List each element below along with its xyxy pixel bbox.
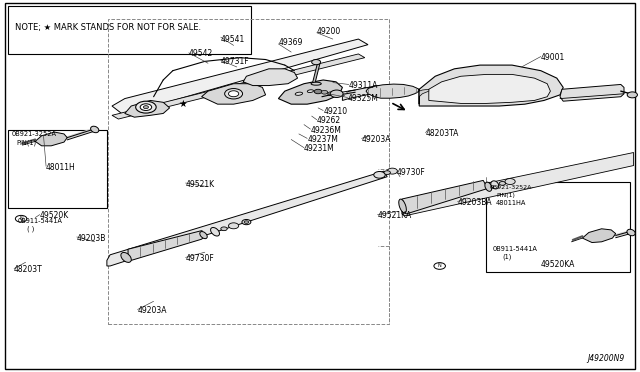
Circle shape (330, 90, 343, 97)
Polygon shape (312, 63, 320, 84)
Text: 49231M: 49231M (304, 144, 335, 153)
Text: 49262: 49262 (317, 116, 341, 125)
Text: 49521KA: 49521KA (378, 211, 412, 220)
Ellipse shape (242, 219, 251, 225)
Ellipse shape (312, 60, 321, 65)
Text: 49369: 49369 (278, 38, 303, 47)
Text: 49203A: 49203A (138, 306, 167, 315)
Text: N: N (438, 263, 442, 269)
Circle shape (387, 168, 397, 174)
Circle shape (321, 90, 328, 94)
Polygon shape (112, 39, 368, 113)
Text: J49200N9: J49200N9 (587, 354, 624, 363)
Text: PIN(1): PIN(1) (16, 140, 36, 147)
Text: NOTE; ★ MARK STANDS FOR NOT FOR SALE.: NOTE; ★ MARK STANDS FOR NOT FOR SALE. (15, 23, 202, 32)
Circle shape (314, 89, 322, 94)
Ellipse shape (627, 229, 635, 236)
Ellipse shape (485, 182, 492, 191)
Ellipse shape (121, 253, 131, 262)
Polygon shape (582, 229, 616, 243)
Text: ( ): ( ) (27, 225, 35, 232)
Text: 49203BA: 49203BA (458, 198, 492, 207)
Circle shape (15, 215, 27, 222)
Text: N: N (19, 216, 23, 221)
Circle shape (434, 263, 445, 269)
Text: 0B921-3252A: 0B921-3252A (12, 131, 56, 137)
Text: 49521K: 49521K (186, 180, 215, 189)
Polygon shape (342, 86, 384, 100)
Ellipse shape (211, 228, 220, 236)
Circle shape (505, 179, 515, 185)
Ellipse shape (228, 91, 239, 97)
Text: 49541: 49541 (221, 35, 245, 44)
Ellipse shape (399, 199, 406, 213)
Ellipse shape (91, 126, 99, 133)
Ellipse shape (307, 90, 314, 93)
Text: 49210: 49210 (323, 107, 348, 116)
Polygon shape (402, 153, 634, 216)
Text: 49203B: 49203B (77, 234, 106, 243)
Text: (1): (1) (502, 253, 512, 260)
Ellipse shape (136, 101, 156, 113)
Ellipse shape (140, 104, 152, 110)
Text: 49730F: 49730F (397, 169, 426, 177)
Circle shape (228, 223, 239, 229)
Ellipse shape (374, 171, 385, 178)
Polygon shape (419, 65, 563, 106)
Polygon shape (560, 84, 624, 101)
Text: 0B921-3252A-: 0B921-3252A- (490, 185, 534, 190)
Polygon shape (243, 69, 298, 86)
Text: 49325M: 49325M (348, 94, 378, 103)
Bar (8, 130, 107, 208)
Polygon shape (107, 171, 387, 266)
Text: 49200: 49200 (317, 27, 341, 36)
Text: 48011HA: 48011HA (496, 200, 526, 206)
Ellipse shape (499, 182, 506, 185)
Text: 49520K: 49520K (40, 211, 69, 220)
Polygon shape (419, 89, 429, 104)
Ellipse shape (384, 171, 390, 174)
Ellipse shape (311, 82, 321, 85)
Circle shape (627, 92, 637, 98)
Ellipse shape (491, 181, 499, 189)
Ellipse shape (225, 89, 243, 99)
Polygon shape (402, 180, 490, 214)
Text: 49311A: 49311A (349, 81, 378, 90)
Text: 49203A: 49203A (362, 135, 391, 144)
Polygon shape (128, 231, 205, 260)
Bar (8, 6, 251, 54)
Text: 48203T: 48203T (14, 265, 43, 274)
Text: 0B911-5441A: 0B911-5441A (18, 218, 63, 224)
Text: 0B911-5441A: 0B911-5441A (493, 246, 538, 252)
Bar (108, 19, 389, 324)
Ellipse shape (295, 92, 303, 95)
Text: PIN(1): PIN(1) (496, 193, 515, 198)
Text: 48203TA: 48203TA (426, 129, 459, 138)
Text: 49001: 49001 (541, 53, 565, 62)
Text: ★: ★ (178, 99, 187, 109)
Polygon shape (35, 132, 67, 146)
Polygon shape (429, 74, 550, 103)
Polygon shape (112, 54, 365, 119)
Text: 49731F: 49731F (221, 57, 250, 66)
Circle shape (328, 92, 334, 96)
Ellipse shape (143, 106, 148, 109)
Text: 49730F: 49730F (186, 254, 214, 263)
Ellipse shape (221, 227, 227, 231)
Polygon shape (278, 80, 342, 104)
Text: 49520KA: 49520KA (541, 260, 575, 269)
Polygon shape (125, 100, 170, 117)
Text: 49236M: 49236M (310, 126, 341, 135)
Ellipse shape (200, 231, 207, 239)
Ellipse shape (244, 221, 249, 223)
Polygon shape (202, 84, 266, 104)
Bar (486, 182, 630, 272)
Text: 49237M: 49237M (307, 135, 338, 144)
Text: 48011H: 48011H (46, 163, 76, 172)
Text: 49542: 49542 (189, 49, 213, 58)
Polygon shape (366, 84, 419, 104)
